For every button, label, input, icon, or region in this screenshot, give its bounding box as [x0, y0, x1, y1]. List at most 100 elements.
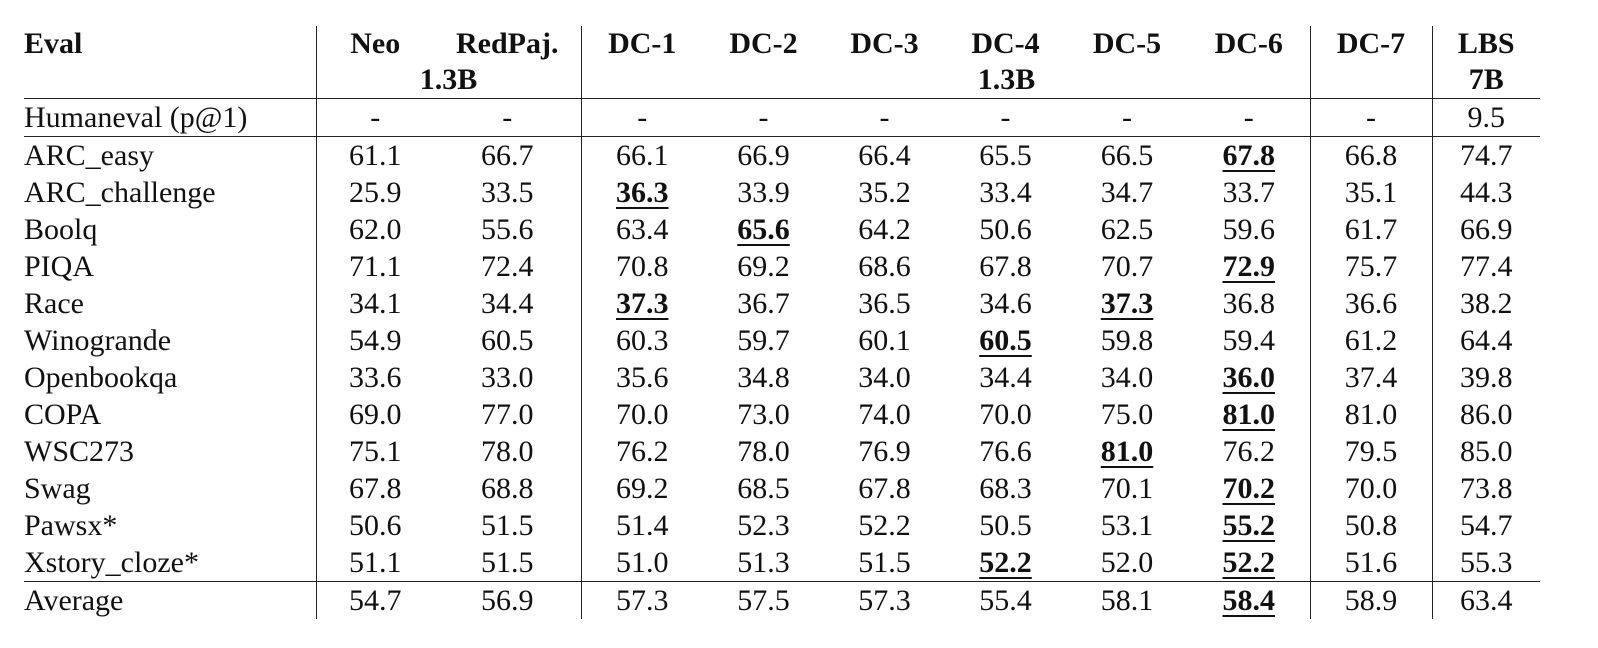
cell: 9.5: [1432, 98, 1540, 137]
cell: 81.0: [1188, 396, 1311, 433]
cell: -: [1066, 98, 1188, 137]
cell-value: 66.4: [858, 138, 911, 172]
cell-value: 54.9: [349, 323, 402, 357]
header-cell: Neo: [350, 27, 401, 60]
cell: 35.6: [581, 359, 703, 396]
cell: 60.5: [434, 322, 582, 359]
cell-value: 68.8: [481, 471, 534, 505]
cell-value: 50.6: [979, 212, 1032, 246]
cell: -: [824, 98, 945, 137]
cell-value: 34.0: [858, 360, 911, 394]
cell: 66.4: [824, 137, 945, 175]
cell: 55.2: [1188, 507, 1311, 544]
cell-value: 59.6: [1222, 212, 1276, 246]
cell: 55.4: [945, 582, 1066, 620]
cell: 66.7: [434, 136, 582, 174]
cell-value: 36.0: [1222, 360, 1276, 394]
header-cell: [1310, 62, 1433, 99]
cell-value: 81.0: [1222, 397, 1276, 431]
cell-value: -: [879, 100, 890, 134]
header-cell: 7B: [1432, 62, 1540, 99]
data-row: ARC_challenge 25.9 33.5 36.3 33.9 35.2 33.4 34.…: [24, 174, 1540, 211]
cell: 34.4: [945, 359, 1066, 396]
data-row: Swag 67.8 68.8 69.2 68.5 67.8 68.3 70.1 70.2 70.0…: [24, 470, 1540, 507]
cell-value: 55.3: [1460, 545, 1513, 579]
cell: 34.1: [316, 285, 434, 322]
cell: -: [703, 98, 824, 137]
cell: 51.5: [434, 544, 582, 582]
cell: 70.8: [581, 248, 703, 285]
cell-value: 77.0: [481, 397, 534, 431]
cell: 34.7: [1066, 174, 1188, 211]
cell: 76.9: [824, 433, 945, 470]
header-cell: 1.3B: [316, 62, 582, 99]
data-row: Boolq 62.0 55.6 63.4 65.6 64.2 50.6 62.5 59.6 61.…: [24, 211, 1540, 248]
cell: 33.9: [703, 174, 824, 211]
cell-value: 34.0: [1100, 360, 1154, 394]
cell-value: 76.9: [858, 434, 911, 468]
cell: 69.0: [316, 396, 434, 433]
cell-value: 66.7: [481, 138, 534, 172]
cell-value: 66.8: [1344, 138, 1398, 172]
cell: 51.6: [1310, 544, 1433, 582]
cell: 70.2: [1188, 470, 1311, 507]
cell: 68.3: [945, 470, 1066, 507]
cell-value: 76.6: [979, 434, 1032, 468]
data-row: Openbookqa 33.6 33.0 35.6 34.8 34.0 34.4 34.0 36…: [24, 359, 1540, 396]
cell: 37.3: [1066, 285, 1188, 322]
cell: 36.8: [1188, 285, 1311, 322]
cell-value: 61.1: [349, 138, 402, 172]
cell: 65.6: [703, 211, 824, 248]
header-cell: 1.3B: [581, 62, 1311, 99]
cell-value: 86.0: [1460, 397, 1513, 431]
cell-value: 36.6: [1344, 286, 1398, 320]
cell: 57.5: [703, 582, 824, 620]
cell-value: 55.4: [979, 583, 1032, 617]
cell: 57.3: [824, 582, 945, 620]
cell: 73.8: [1432, 470, 1540, 507]
eval-name: Xstory_cloze*: [24, 544, 317, 582]
cell: 51.3: [703, 544, 824, 582]
cell: 25.9: [316, 174, 434, 211]
cell-value: 51.5: [858, 545, 911, 579]
cell: 85.0: [1432, 433, 1540, 470]
cell: 50.5: [945, 507, 1066, 544]
cell-value: 34.7: [1100, 175, 1154, 209]
cell-value: 60.1: [858, 323, 911, 357]
cell-value: 55.2: [1222, 508, 1276, 542]
cell-value: 36.8: [1222, 286, 1276, 320]
cell: 36.7: [703, 285, 824, 322]
cell: 62.0: [316, 211, 434, 248]
cell-value: 79.5: [1344, 434, 1398, 468]
cell: 70.0: [1310, 470, 1433, 507]
cell-value: 72.4: [481, 249, 534, 283]
results-table: Eval Neo RedPaj. DC-1 DC-2 DC-3 DC-4 DC-5 DC-6 DC…: [24, 26, 1540, 619]
cell-value: 69.0: [349, 397, 402, 431]
cell: -: [945, 98, 1066, 137]
cell-value: 34.1: [349, 286, 402, 320]
cell-value: 76.2: [616, 434, 669, 468]
cell-value: 36.5: [858, 286, 911, 320]
data-row: Pawsx* 50.6 51.5 51.4 52.3 52.2 50.5 53.1 55.2 50…: [24, 507, 1540, 544]
cell-value: 70.2: [1222, 471, 1276, 505]
cell-value: 34.4: [979, 360, 1032, 394]
cell: 33.6: [316, 359, 434, 396]
cell-value: 54.7: [349, 583, 402, 617]
cell-value: 66.5: [1100, 138, 1154, 172]
cell: 69.2: [703, 248, 824, 285]
cell-value: 73.0: [737, 397, 790, 431]
cell-value: 53.1: [1100, 508, 1154, 542]
cell: 67.8: [316, 470, 434, 507]
cell-value: 68.6: [858, 249, 911, 283]
cell: 53.1: [1066, 507, 1188, 544]
cell: 68.8: [434, 470, 582, 507]
cell-value: 58.1: [1100, 583, 1154, 617]
cell: -: [1188, 98, 1311, 137]
cell-value: 73.8: [1460, 471, 1513, 505]
cell: 52.2: [945, 544, 1066, 582]
cell-value: 74.0: [858, 397, 911, 431]
cell: 50.6: [945, 211, 1066, 248]
cell-value: 51.5: [481, 508, 534, 542]
data-row: Xstory_cloze* 51.1 51.5 51.0 51.3 51.5 52.2 52.…: [24, 544, 1540, 582]
